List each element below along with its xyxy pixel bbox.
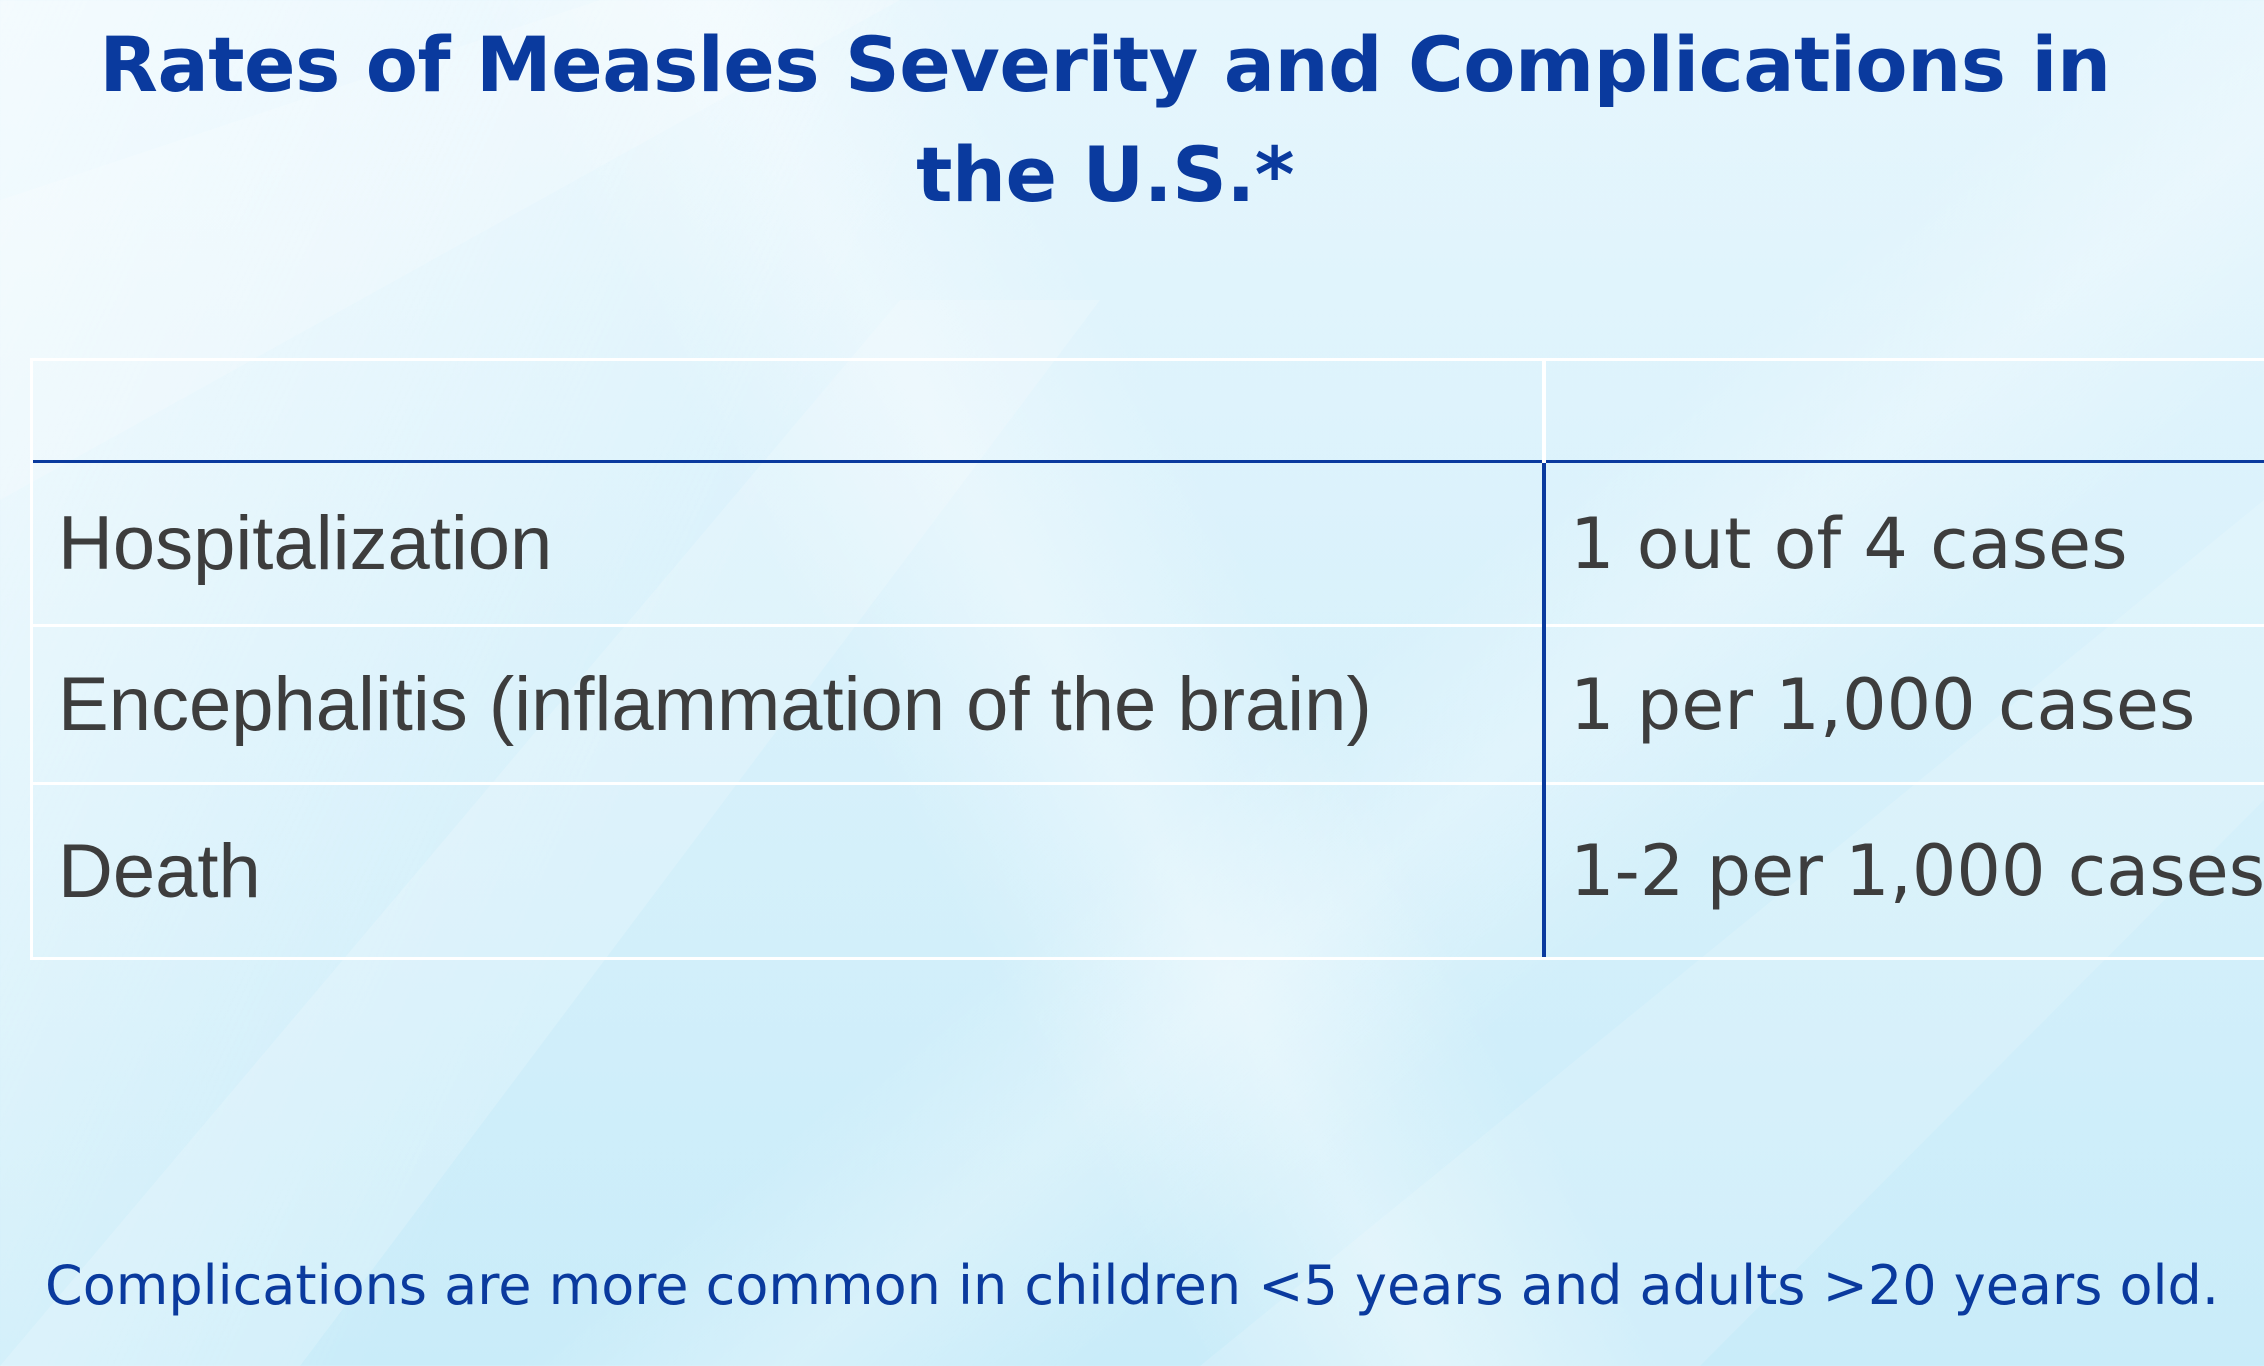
footnote: Complications are more common in childre…	[44, 1254, 2219, 1317]
rate-cell: 1 out of 4 cases	[1570, 502, 2128, 585]
complication-cell: Encephalitis (inflammation of the brain)	[58, 662, 1372, 747]
rate-cell: 1 per 1,000 cases	[1570, 663, 2196, 746]
slide-title: Rates of Measles Severity and Complicati…	[99, 20, 2111, 219]
table-header-row	[33, 361, 2264, 463]
column-divider	[1542, 361, 1546, 957]
complication-cell: Death	[58, 828, 261, 914]
table-row: Death 1-2 per 1,000 cases	[33, 785, 2264, 957]
complications-table: Hospitalization 1 out of 4 cases Encepha…	[30, 358, 2264, 960]
table-row: Hospitalization 1 out of 4 cases	[33, 463, 2264, 627]
table-row: Encephalitis (inflammation of the brain)…	[33, 627, 2264, 785]
rate-cell: 1-2 per 1,000 cases	[1570, 830, 2264, 912]
complication-cell: Hospitalization	[58, 501, 553, 586]
